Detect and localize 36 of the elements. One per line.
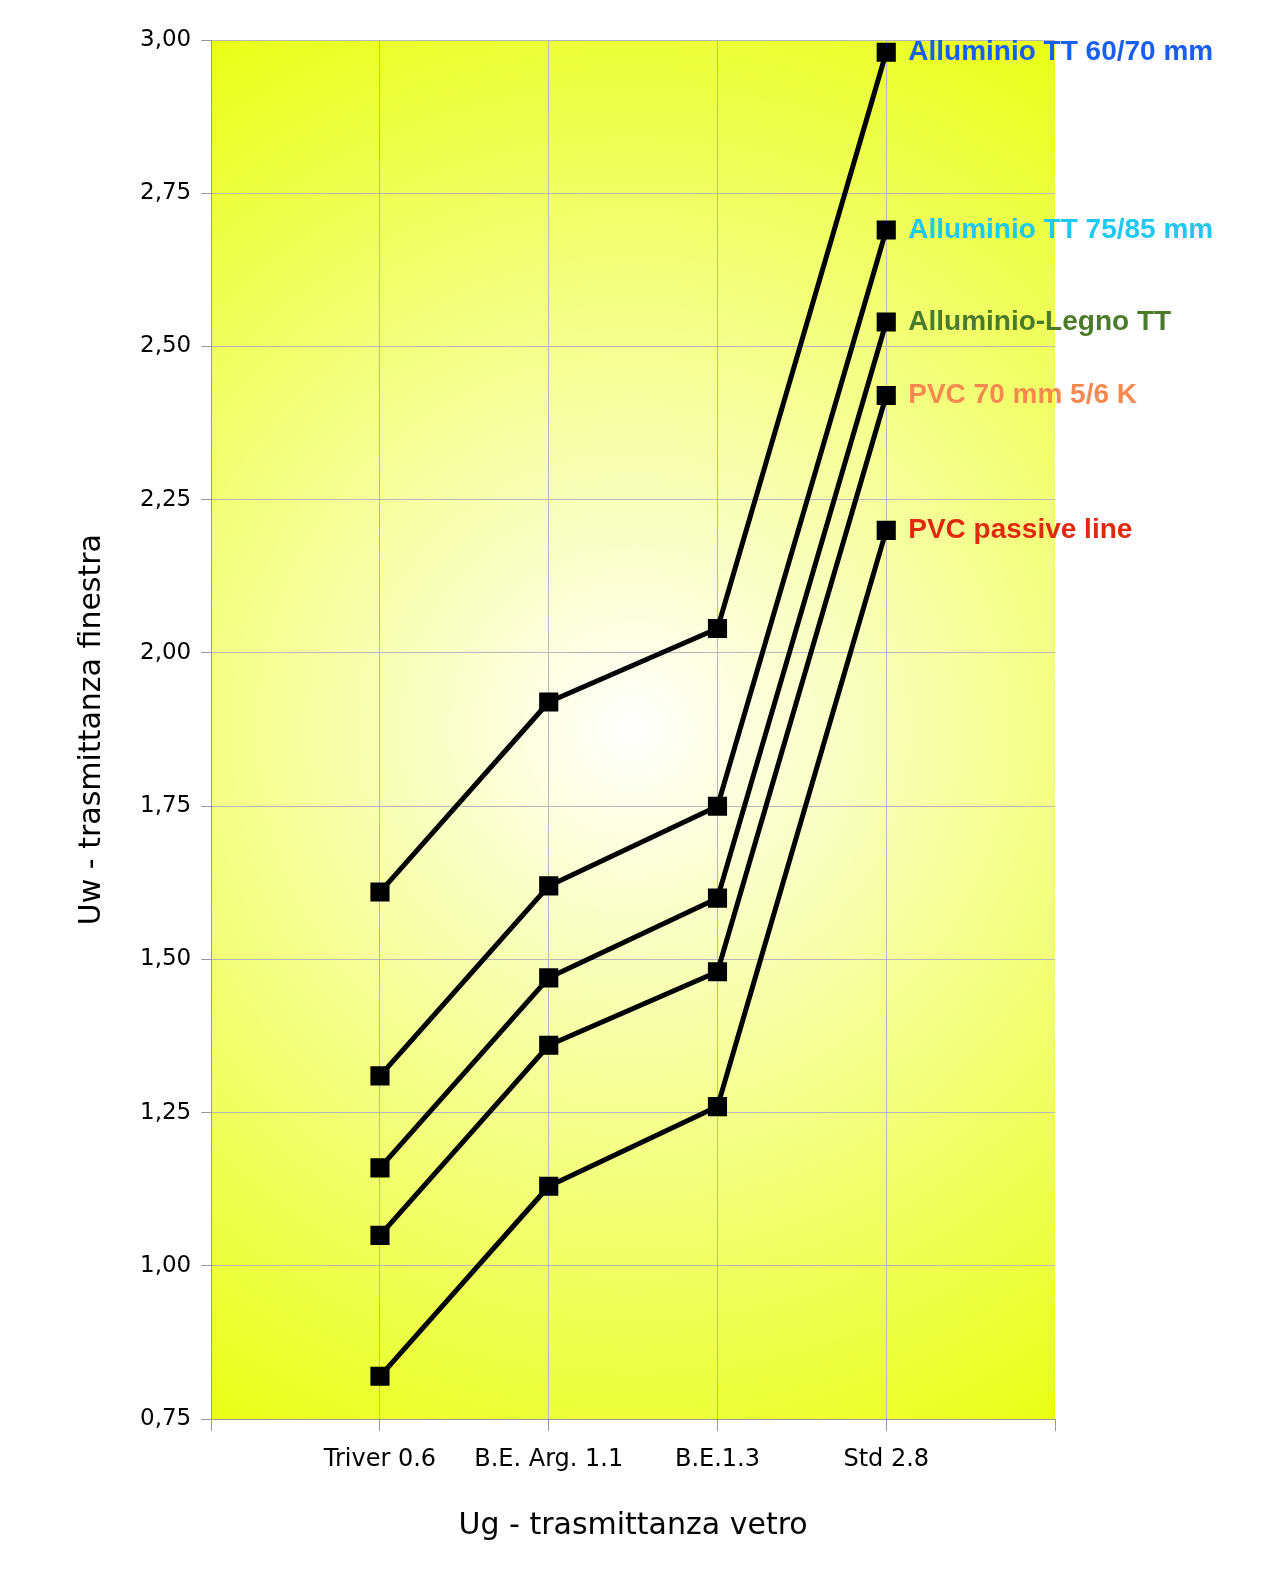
y-tick-label: 0,75	[139, 1404, 192, 1431]
y-tick-label: 3,00	[139, 24, 192, 51]
x-tick-label: Std 2.8	[843, 1443, 930, 1472]
point	[370, 1066, 390, 1086]
point	[539, 876, 559, 896]
point	[707, 888, 728, 908]
point	[370, 1225, 390, 1245]
point	[876, 42, 896, 62]
y-tick-label: 2,75	[139, 178, 192, 205]
y-tick-label: 2,50	[139, 331, 192, 358]
point	[707, 618, 728, 639]
point	[539, 1176, 559, 1196]
x-tick-label: Triver 0.6	[322, 1443, 437, 1472]
y-tick-label: 2,00	[139, 637, 192, 664]
y-tick-label: 1,00	[139, 1250, 192, 1277]
x-axis-title: Ug - trasmittanza vetro	[458, 1505, 808, 1541]
point	[707, 962, 728, 982]
y-tick-label: 1,75	[139, 791, 192, 818]
point	[539, 968, 559, 988]
y-tick-label: 1,50	[139, 944, 192, 971]
y-tick-label: 2,25	[139, 484, 192, 511]
point	[707, 1097, 728, 1117]
point	[876, 220, 896, 240]
point	[876, 312, 896, 332]
point	[876, 385, 896, 406]
y-tick-label: 1,25	[139, 1097, 192, 1124]
point	[370, 1366, 390, 1386]
point	[370, 882, 390, 902]
point	[539, 1035, 559, 1055]
point	[707, 796, 728, 816]
point	[539, 692, 559, 712]
y-axis-title: Uw - trasmittanza finestra	[71, 534, 107, 926]
x-tick-label: B.E.1.3	[674, 1443, 761, 1472]
point	[876, 520, 896, 540]
point	[370, 1158, 390, 1178]
x-tick-label: B.E. Arg. 1.1	[474, 1443, 624, 1472]
